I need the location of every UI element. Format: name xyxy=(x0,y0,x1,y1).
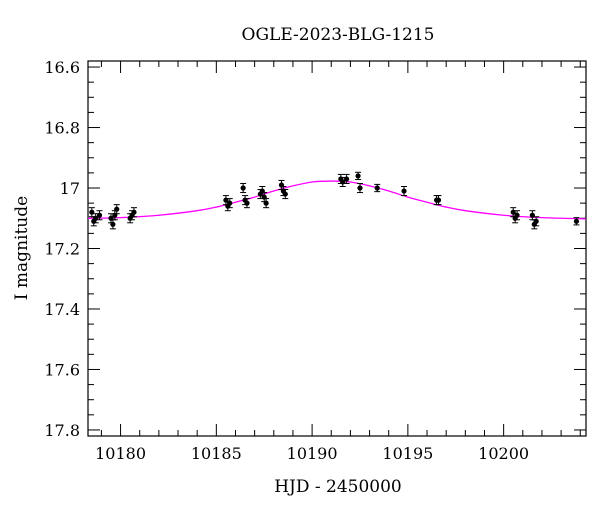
model-curve xyxy=(87,180,587,220)
point-marker xyxy=(573,218,580,224)
chart-title: OGLE-2023-BLG-1215 xyxy=(242,25,435,45)
x-axis-label: HJD - 2450000 xyxy=(274,477,402,497)
point-marker xyxy=(282,191,288,197)
point-marker xyxy=(240,185,246,191)
y-tick-label: 16.6 xyxy=(44,58,80,77)
point-marker xyxy=(227,200,233,206)
data-point xyxy=(88,207,95,218)
plot-frame xyxy=(87,60,587,437)
data-point xyxy=(282,189,289,200)
model-curve-group xyxy=(87,180,587,220)
data-point xyxy=(355,171,362,181)
point-marker xyxy=(514,212,520,218)
point-marker xyxy=(96,212,103,218)
data-point xyxy=(356,182,363,194)
data-point xyxy=(240,182,247,194)
point-marker xyxy=(357,185,363,191)
point-marker xyxy=(343,176,350,182)
data-point xyxy=(435,195,442,206)
point-marker xyxy=(435,197,442,203)
x-tick-label: 10195 xyxy=(382,444,433,463)
data-point xyxy=(113,204,120,215)
y-tick-label: 17.6 xyxy=(44,360,80,379)
data-points-group xyxy=(88,171,580,230)
point-marker xyxy=(244,200,250,206)
y-axis-label: I magnitude xyxy=(12,196,32,300)
point-marker xyxy=(131,209,137,215)
data-point xyxy=(130,207,137,218)
data-point xyxy=(243,198,250,209)
data-point xyxy=(263,198,270,209)
x-tick-labels: 10180 10185 10190 10195 10200 xyxy=(95,444,529,463)
y-tick-label: 16.8 xyxy=(44,119,80,138)
y-tick-label: 17.8 xyxy=(44,421,80,440)
data-point xyxy=(573,217,580,226)
x-tick-label: 10190 xyxy=(287,444,338,463)
data-point xyxy=(401,186,408,197)
point-marker xyxy=(355,173,361,179)
data-point xyxy=(374,183,381,193)
axis-ticks xyxy=(88,61,586,436)
y-tick-label: 17.4 xyxy=(44,300,80,319)
y-tick-labels: 16.6 16.8 17 17.2 17.4 17.6 17.8 xyxy=(44,58,80,440)
x-tick-label: 10180 xyxy=(95,444,146,463)
data-point xyxy=(109,219,116,230)
point-marker xyxy=(263,200,269,206)
x-tick-label: 10200 xyxy=(478,444,529,463)
data-point xyxy=(529,210,536,221)
y-tick-label: 17.2 xyxy=(44,240,80,259)
data-point xyxy=(343,173,350,184)
x-tick-label: 10185 xyxy=(191,444,242,463)
point-marker xyxy=(401,188,407,194)
data-point xyxy=(533,216,540,227)
point-marker xyxy=(374,185,380,191)
data-point xyxy=(514,210,521,221)
data-point xyxy=(96,210,103,221)
y-tick-label: 17 xyxy=(60,179,80,198)
point-marker xyxy=(114,206,120,212)
point-marker xyxy=(110,221,116,227)
data-point xyxy=(226,198,233,209)
point-marker xyxy=(533,218,539,224)
